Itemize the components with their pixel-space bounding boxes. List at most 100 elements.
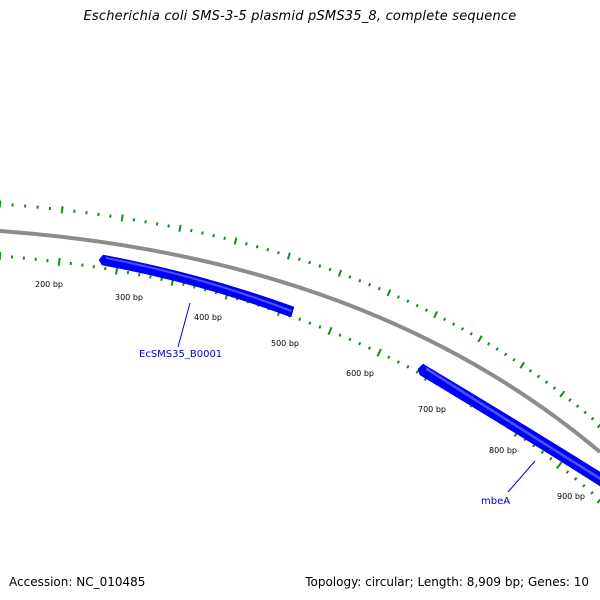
tick-mark bbox=[348, 275, 352, 279]
tick-mark bbox=[590, 416, 595, 421]
gene-arrow-highlight bbox=[106, 257, 292, 312]
gene-arrow-highlight bbox=[426, 367, 600, 480]
tick-mark bbox=[415, 370, 419, 374]
tick-mark bbox=[155, 222, 159, 226]
tick-mark bbox=[367, 346, 372, 350]
tick-mark bbox=[387, 355, 391, 360]
tick-mark bbox=[178, 224, 182, 232]
tick-mark bbox=[308, 260, 312, 265]
tick-mark bbox=[568, 398, 572, 402]
gene-label-EcSMS35_B0001[interactable]: EcSMS35_B0001 bbox=[139, 349, 222, 360]
gene-EcSMS35_B0001[interactable] bbox=[98, 254, 295, 318]
tick-mark bbox=[386, 289, 392, 297]
tick-mark bbox=[144, 220, 147, 224]
tick-mark bbox=[223, 236, 226, 240]
gene-label-mbeA[interactable]: mbeA bbox=[481, 496, 510, 507]
tick-mark bbox=[137, 273, 141, 277]
tick-mark bbox=[266, 248, 270, 252]
accession-text: Accession: NC_010485 bbox=[9, 575, 146, 589]
tick-mark bbox=[348, 337, 352, 342]
scale-label: 400 bp bbox=[194, 313, 222, 322]
tick-mark bbox=[60, 206, 64, 214]
tick-mark bbox=[132, 218, 136, 222]
scale-label: 200 bp bbox=[35, 280, 63, 289]
gene-mbeA[interactable] bbox=[417, 363, 600, 487]
tick-mark bbox=[149, 275, 152, 279]
tick-mark bbox=[415, 303, 419, 308]
tick-mark bbox=[596, 498, 600, 504]
tick-mark bbox=[575, 404, 580, 408]
tick-mark bbox=[590, 491, 594, 495]
tick-mark bbox=[540, 450, 545, 454]
scale-label: 500 bp bbox=[271, 339, 299, 348]
tick-mark bbox=[120, 214, 124, 222]
tick-mark bbox=[358, 279, 362, 283]
tick-mark bbox=[368, 282, 372, 287]
tick-mark bbox=[424, 308, 428, 312]
gene-arrow bbox=[98, 254, 295, 318]
tick-mark bbox=[160, 277, 163, 282]
tick-mark bbox=[297, 257, 301, 261]
tick-mark bbox=[443, 317, 447, 322]
tick-mark bbox=[549, 456, 553, 461]
tick-mark bbox=[377, 286, 381, 291]
gene-label-leader bbox=[507, 460, 536, 493]
tick-mark bbox=[559, 390, 566, 398]
tick-mark bbox=[433, 311, 438, 319]
tick-mark bbox=[596, 423, 600, 429]
topology-summary: Topology: circular; Length: 8,909 bp; Ge… bbox=[305, 575, 589, 589]
tick-mark bbox=[308, 321, 312, 325]
tick-mark bbox=[327, 326, 333, 336]
gene-label-leader bbox=[177, 302, 191, 348]
tick-mark bbox=[519, 361, 526, 369]
tick-mark bbox=[318, 325, 322, 329]
map-title: Escherichia coli SMS-3-5 plasmid pSMS35_… bbox=[83, 9, 517, 24]
tick-mark bbox=[286, 252, 291, 260]
tick-mark bbox=[552, 386, 557, 390]
tick-mark bbox=[298, 317, 302, 322]
tick-mark bbox=[318, 264, 322, 268]
tick-mark bbox=[338, 333, 342, 337]
tick-mark bbox=[512, 357, 516, 362]
tick-mark bbox=[233, 237, 238, 245]
tick-mark bbox=[477, 335, 483, 343]
tick-mark bbox=[406, 299, 410, 304]
tick-mark bbox=[201, 231, 204, 235]
tick-mark bbox=[337, 269, 343, 277]
tick-mark bbox=[167, 224, 170, 228]
tick-mark bbox=[328, 267, 332, 272]
scale-label: 300 bp bbox=[115, 293, 143, 302]
tick-mark bbox=[92, 265, 96, 269]
tick-mark bbox=[396, 360, 400, 364]
tick-mark bbox=[565, 470, 570, 474]
tick-mark bbox=[277, 251, 280, 255]
scale-label: 600 bp bbox=[346, 369, 374, 378]
tick-mark bbox=[573, 477, 578, 481]
tick-mark bbox=[212, 233, 215, 238]
tick-mark bbox=[495, 347, 499, 351]
tick-mark bbox=[452, 322, 456, 326]
tick-marks bbox=[0, 200, 600, 504]
tick-mark bbox=[528, 369, 533, 373]
tick-mark bbox=[536, 374, 541, 379]
tick-mark bbox=[396, 295, 400, 299]
tick-mark bbox=[582, 484, 586, 488]
tick-mark bbox=[487, 342, 491, 346]
tick-mark bbox=[126, 270, 130, 275]
scale-label: 900 bp bbox=[557, 492, 585, 501]
tick-mark bbox=[555, 461, 563, 470]
tick-mark bbox=[190, 228, 193, 233]
tick-mark bbox=[255, 245, 259, 249]
tick-mark bbox=[469, 332, 473, 336]
tick-mark bbox=[503, 352, 508, 357]
tick-mark bbox=[245, 242, 248, 246]
tick-mark bbox=[57, 257, 61, 267]
tick-mark bbox=[406, 365, 410, 369]
tick-mark bbox=[460, 327, 465, 331]
tick-mark bbox=[583, 410, 587, 415]
scale-label: 700 bp bbox=[418, 405, 446, 414]
scale-label: 800 bp bbox=[489, 446, 517, 455]
tick-mark bbox=[358, 341, 362, 346]
